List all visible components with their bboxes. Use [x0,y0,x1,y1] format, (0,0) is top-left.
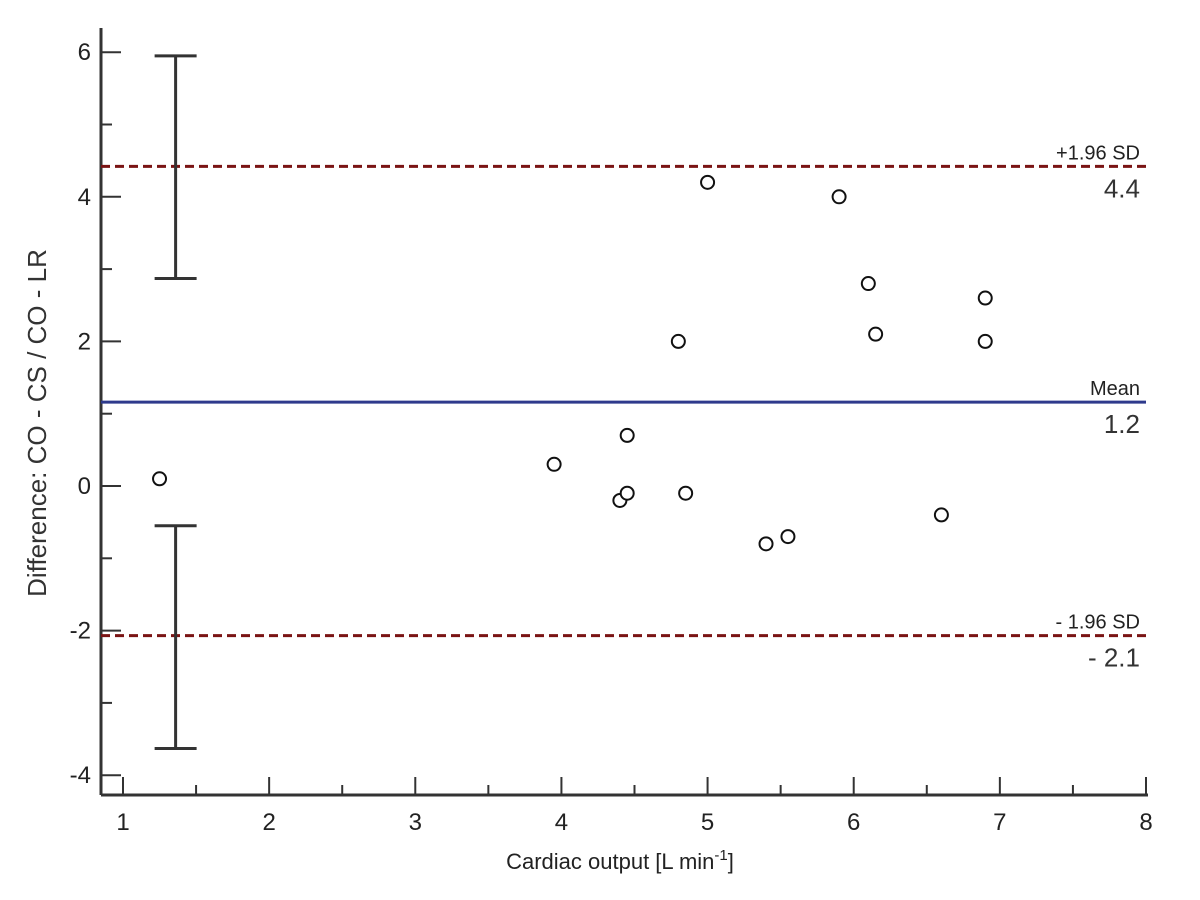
data-point [619,427,635,443]
data-point [977,333,993,349]
y-tick-label: -2 [70,618,91,645]
x-tick-label: 3 [409,809,422,836]
data-point [546,456,562,472]
data-point [152,471,168,487]
data-point [670,333,686,349]
mean-value: 1.2 [1104,409,1140,439]
data-point [868,326,884,342]
y-tick-label: 4 [78,184,91,211]
lower-limit-label: - 1.96 SD [1056,612,1140,634]
data-point [619,485,635,501]
x-axis-label-main: Cardiac output [L min [506,849,714,874]
data-point [860,276,876,292]
data-point [700,174,716,190]
data-point [831,189,847,205]
x-tick-label: 1 [116,809,129,836]
reference-lines: +1.96 SD 4.4 Mean 1.2 - 1.96 SD - 2.1 [101,142,1146,673]
y-tick-label: 0 [78,473,91,500]
x-tick-label: 2 [262,809,275,836]
x-tick-label: 8 [1139,809,1152,836]
data-point [977,290,993,306]
y-axis-label: Difference: CO - CS / CO - LR [22,249,52,597]
mean-label: Mean [1090,378,1140,400]
lower-limit-value: - 2.1 [1088,643,1140,673]
data-point [758,536,774,552]
data-point [678,485,694,501]
y-tick-label: 6 [78,39,91,66]
confidence-interval-bars [154,54,197,750]
upper-limit-value: 4.4 [1104,173,1140,203]
x-axis-label-superscript: -1 [714,847,727,864]
x-tick-label: 4 [555,809,568,836]
x-axis-label-close: ] [728,849,734,874]
x-tick-label: 7 [993,809,1006,836]
x-tick-label: 5 [701,809,714,836]
axes: 1 2 3 4 5 6 7 8 -4 -2 0 2 4 6 [70,28,1153,836]
y-tick-label: 2 [78,328,91,355]
data-point [780,529,796,545]
upper-limit-label: +1.96 SD [1056,142,1140,164]
data-points [152,174,993,552]
data-point [933,507,949,523]
x-tick-label: 6 [847,809,860,836]
y-tick-label: -4 [70,762,91,789]
x-axis-label: Cardiac output [L min-1] [506,847,734,874]
